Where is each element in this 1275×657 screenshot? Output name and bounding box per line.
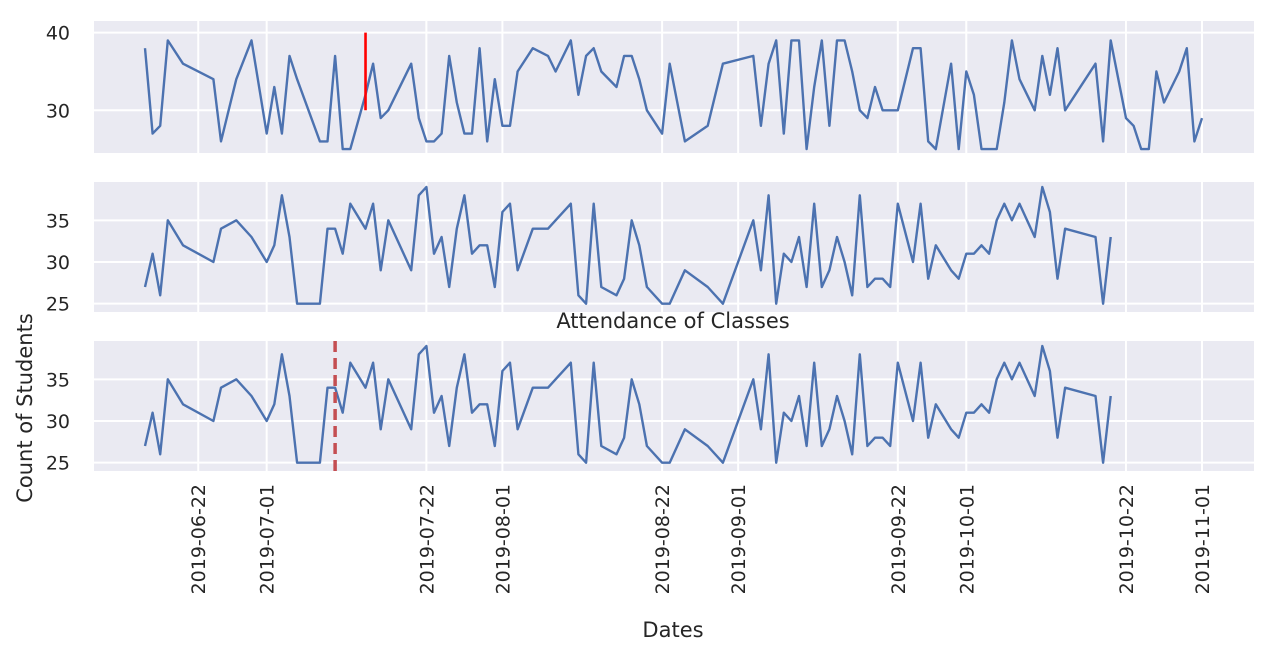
middle-axes-background [94,182,1254,312]
bottom-panel: 25 30 35 [46,341,1254,475]
chart-title: Attendance of Classes [556,309,789,333]
bottom-y-tick-label: 30 [46,411,70,433]
bottom-axes-background [94,341,1254,471]
middle-panel: 25 30 35 [46,182,1254,316]
top-y-tick-label: 30 [46,100,70,122]
top-panel: 30 40 [46,21,1254,153]
x-tick-label: 2019-10-01 [956,484,978,594]
y-axis-label: Count of Students [13,313,37,503]
x-tick-label: 2019-08-01 [492,484,514,594]
middle-attendance-line [143,185,1112,305]
x-tick-label: 2019-07-22 [416,484,438,594]
x-tick-label: 2019-08-22 [652,484,674,594]
middle-y-tick-label: 35 [46,210,70,232]
x-axis-label: Dates [642,618,703,642]
x-tick-label: 2019-06-22 [188,484,210,594]
middle-y-tick-label: 30 [46,252,70,274]
bottom-y-tick-label: 25 [46,453,70,475]
x-tick-label: 2019-07-01 [257,484,279,594]
top-y-tick-label: 40 [46,23,70,45]
top-attendance-line [143,39,1204,151]
x-tick-labels: 2019-06-22 2019-07-01 2019-07-22 2019-08-01… [188,484,1214,594]
bottom-y-tick-label: 35 [46,369,70,391]
x-tick-label: 2019-09-22 [888,484,910,594]
x-tick-label: 2019-10-22 [1116,484,1138,594]
x-tick-label: 2019-09-01 [728,484,750,594]
middle-y-tick-label: 25 [46,294,70,316]
x-tick-label: 2019-11-01 [1192,484,1214,594]
bottom-attendance-line [143,344,1112,464]
